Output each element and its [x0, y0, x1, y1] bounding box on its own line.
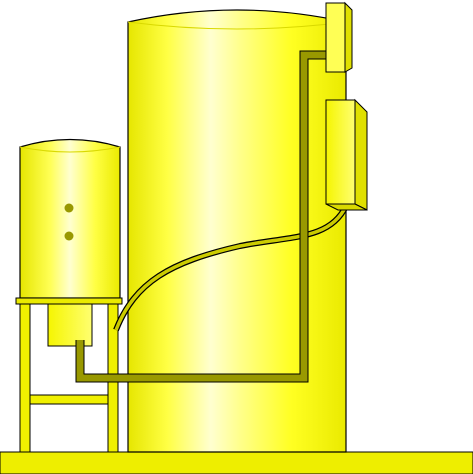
small-tank	[19, 138, 121, 299]
junction-box-top	[325, 1, 353, 73]
large-tank-top-rim	[127, 21, 347, 30]
hose	[114, 205, 348, 331]
small-tank-top-rim	[19, 146, 121, 153]
indicator-light-upper	[64, 203, 74, 213]
small-tank-junction-box	[47, 303, 93, 347]
control-box	[325, 98, 368, 211]
piping	[76, 51, 332, 382]
indicator-light-lower	[64, 231, 74, 241]
base-platform	[0, 451, 473, 474]
